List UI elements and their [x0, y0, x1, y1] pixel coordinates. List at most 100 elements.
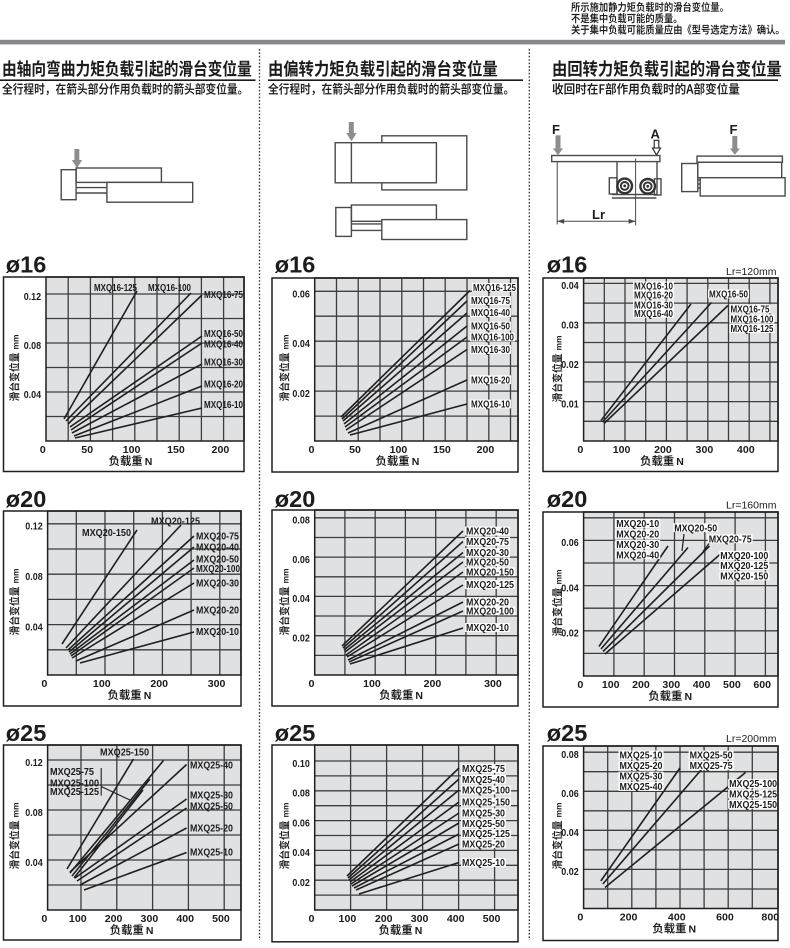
svg-text:MXQ25-125: MXQ25-125 — [729, 790, 777, 801]
svg-text:MXQ20-150: MXQ20-150 — [466, 567, 514, 578]
svg-text:MXQ25-20: MXQ25-20 — [190, 824, 233, 835]
svg-text:MXQ25-75: MXQ25-75 — [462, 764, 505, 775]
svg-text:mm: mm — [10, 334, 20, 350]
svg-text:MXQ20-100: MXQ20-100 — [466, 606, 514, 617]
svg-text:200: 200 — [654, 444, 672, 456]
svg-text:MXQ20-100: MXQ20-100 — [720, 551, 768, 562]
svg-text:0.12: 0.12 — [24, 291, 42, 303]
svg-text:MXQ20-150: MXQ20-150 — [82, 528, 131, 539]
svg-text:MXQ25-50: MXQ25-50 — [462, 819, 505, 830]
svg-text:MXQ25-20: MXQ25-20 — [620, 761, 663, 772]
svg-text:400: 400 — [693, 679, 711, 691]
svg-text:MXQ25-40: MXQ25-40 — [190, 761, 233, 772]
svg-text:50: 50 — [81, 444, 93, 456]
svg-text:N: N — [415, 925, 423, 937]
svg-text:0.03: 0.03 — [561, 320, 579, 332]
svg-text:MXQ25-40: MXQ25-40 — [462, 775, 505, 786]
svg-text:Lr=160mm: Lr=160mm — [726, 500, 777, 512]
svg-text:100: 100 — [613, 444, 631, 456]
svg-text:MXQ20-30: MXQ20-30 — [616, 540, 659, 551]
svg-text:N: N — [144, 690, 152, 702]
svg-text:300: 300 — [662, 679, 680, 691]
svg-text:0.12: 0.12 — [25, 521, 43, 533]
svg-text:MXQ20-30: MXQ20-30 — [196, 579, 239, 590]
svg-text:0.02: 0.02 — [561, 866, 579, 878]
svg-text:N: N — [146, 925, 154, 937]
svg-text:MXQ16-50: MXQ16-50 — [709, 290, 748, 301]
svg-text:500: 500 — [483, 913, 501, 925]
svg-text:0.08: 0.08 — [561, 749, 579, 761]
svg-text:0.02: 0.02 — [292, 877, 310, 889]
svg-text:0.06: 0.06 — [292, 817, 310, 829]
svg-text:mm: mm — [553, 802, 563, 818]
svg-text:MXQ16-125: MXQ16-125 — [473, 283, 516, 294]
svg-text:0.08: 0.08 — [292, 788, 310, 800]
svg-text:300: 300 — [141, 913, 159, 925]
svg-text:N: N — [685, 691, 693, 703]
svg-text:MXQ20-50: MXQ20-50 — [196, 555, 239, 566]
svg-text:F: F — [552, 122, 560, 137]
svg-text:200: 200 — [477, 444, 495, 456]
svg-text:ø20: ø20 — [547, 486, 588, 512]
svg-text:mm: mm — [280, 334, 290, 350]
svg-text:0: 0 — [577, 444, 583, 456]
svg-text:ø20: ø20 — [275, 486, 316, 512]
svg-text:0.04: 0.04 — [561, 280, 579, 292]
svg-text:MXQ25-10: MXQ25-10 — [462, 858, 505, 869]
svg-text:MXQ25-75: MXQ25-75 — [50, 767, 94, 778]
svg-text:MXQ16-30: MXQ16-30 — [634, 301, 673, 312]
svg-text:MXQ16-125: MXQ16-125 — [94, 283, 137, 294]
svg-text:ø25: ø25 — [547, 720, 588, 746]
svg-text:0: 0 — [41, 913, 47, 925]
svg-text:0.08: 0.08 — [24, 340, 42, 352]
svg-text:MXQ25-100: MXQ25-100 — [729, 779, 777, 790]
svg-text:MXQ25-30: MXQ25-30 — [462, 808, 505, 819]
svg-text:mm: mm — [553, 569, 563, 585]
svg-text:MXQ16-10: MXQ16-10 — [471, 400, 510, 411]
svg-text:800: 800 — [761, 911, 779, 923]
svg-text:300: 300 — [484, 678, 502, 690]
svg-text:300: 300 — [411, 913, 429, 925]
svg-text:MXQ16-40: MXQ16-40 — [204, 340, 243, 351]
svg-text:0.04: 0.04 — [561, 582, 579, 594]
svg-text:200: 200 — [150, 678, 168, 690]
svg-text:MXQ20-20: MXQ20-20 — [196, 606, 239, 617]
svg-text:MXQ16-10: MXQ16-10 — [634, 282, 673, 293]
svg-text:0.10: 0.10 — [292, 758, 310, 770]
svg-text:MXQ20-40: MXQ20-40 — [196, 543, 239, 554]
svg-text:0.08: 0.08 — [25, 571, 43, 583]
svg-text:mm: mm — [280, 568, 290, 584]
svg-text:MXQ20-125: MXQ20-125 — [720, 561, 768, 572]
svg-text:400: 400 — [447, 913, 465, 925]
svg-text:MXQ16-125: MXQ16-125 — [731, 324, 774, 335]
svg-text:MXQ25-75: MXQ25-75 — [690, 761, 733, 772]
svg-text:0.04: 0.04 — [292, 593, 310, 605]
svg-text:200: 200 — [212, 444, 230, 456]
svg-text:MXQ25-150: MXQ25-150 — [462, 798, 510, 809]
svg-text:mm: mm — [553, 335, 563, 351]
svg-text:MXQ25-30: MXQ25-30 — [190, 790, 233, 801]
svg-text:500: 500 — [212, 913, 230, 925]
svg-text:400: 400 — [176, 913, 194, 925]
svg-text:MXQ16-10: MXQ16-10 — [204, 400, 243, 411]
svg-text:MXQ25-150: MXQ25-150 — [729, 800, 777, 811]
svg-text:ø16: ø16 — [6, 252, 47, 278]
svg-text:MXQ20-50: MXQ20-50 — [674, 523, 717, 534]
svg-text:MXQ16-40: MXQ16-40 — [634, 309, 673, 320]
svg-text:0.06: 0.06 — [561, 537, 579, 549]
svg-text:ø16: ø16 — [275, 252, 316, 278]
svg-text:MXQ16-20: MXQ16-20 — [634, 291, 673, 302]
svg-text:MXQ16-100: MXQ16-100 — [471, 333, 514, 344]
svg-text:100: 100 — [602, 679, 620, 691]
svg-text:200: 200 — [424, 678, 442, 690]
svg-text:100: 100 — [123, 444, 141, 456]
svg-text:mm: mm — [10, 568, 20, 584]
svg-text:Lr=200mm: Lr=200mm — [726, 733, 777, 745]
svg-text:MXQ25-40: MXQ25-40 — [620, 782, 663, 793]
svg-text:100: 100 — [93, 678, 111, 690]
svg-text:N: N — [676, 456, 684, 468]
svg-text:100: 100 — [363, 678, 381, 690]
svg-text:150: 150 — [167, 444, 185, 456]
svg-text:N: N — [415, 690, 423, 702]
svg-text:MXQ25-100: MXQ25-100 — [50, 779, 99, 790]
